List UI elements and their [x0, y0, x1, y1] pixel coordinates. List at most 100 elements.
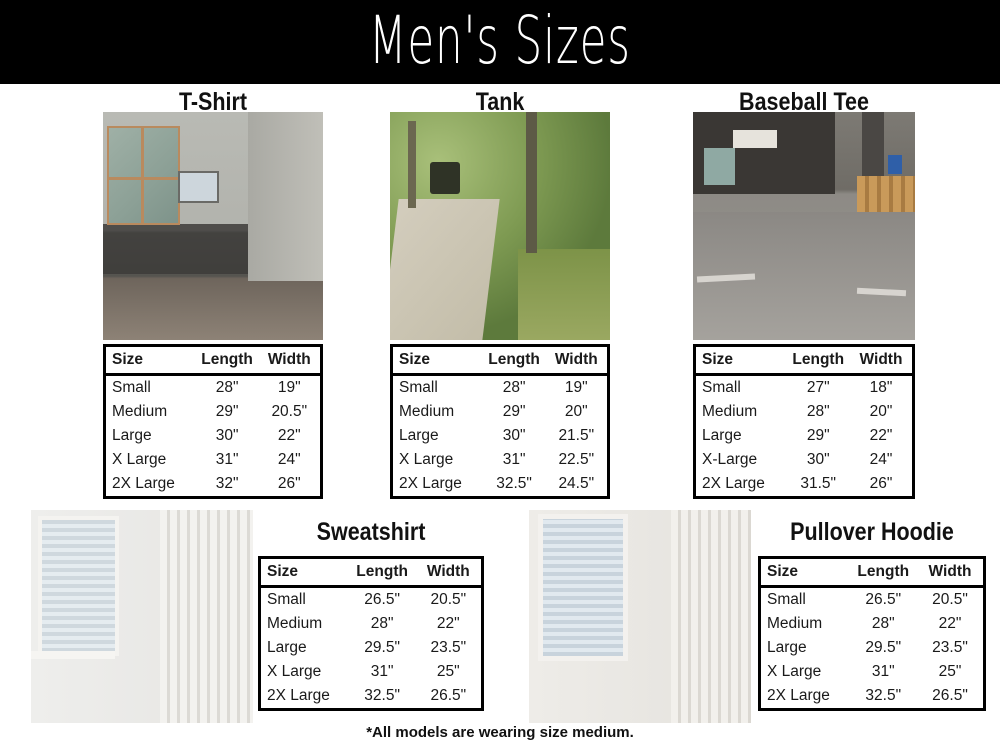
- table-row: Medium 28" 22": [760, 612, 985, 636]
- cell-size: 2X Large: [702, 475, 765, 492]
- cell-length: 31": [871, 663, 895, 680]
- column-header-length: Length: [786, 345, 850, 376]
- photo-dark-shape: [429, 162, 461, 195]
- cell-length: 26.5": [865, 591, 902, 608]
- cell-length: 31.5": [800, 475, 837, 492]
- size-table-baseball-tee: Size Length Width Small 27" 18" Medium 2…: [693, 344, 915, 499]
- cell-length: 28": [215, 379, 239, 396]
- column-header-size: Size: [259, 557, 349, 588]
- table-row: Medium 29" 20": [392, 400, 609, 424]
- product-photo-sweatshirt: [31, 510, 253, 723]
- cell-size: 2X Large: [112, 475, 175, 492]
- table-row: X Large 31" 25": [760, 660, 985, 684]
- table-header-row: Size Length Width: [759, 557, 985, 588]
- table-header-row: Size Length Width: [104, 345, 322, 376]
- table-row: X Large 31" 25": [260, 660, 483, 684]
- cell-size: Large: [267, 639, 307, 656]
- column-header-size: Size: [694, 345, 787, 376]
- cell-width: 26.5": [932, 687, 968, 704]
- product-card-tank: Tank: [390, 88, 610, 117]
- cell-width: 22": [277, 427, 301, 444]
- table-row: Large 29.5" 23.5": [760, 636, 985, 660]
- cell-size: 2X Large: [767, 687, 830, 704]
- cell-width: 24": [869, 451, 893, 468]
- cell-length: 29": [806, 427, 830, 444]
- table-header-row: Size Length Width: [694, 345, 914, 376]
- product-photo-baseball-tee: [693, 112, 915, 340]
- cell-width: 21.5": [558, 427, 595, 444]
- cell-width: 20.5": [932, 591, 968, 608]
- cell-length: 31": [502, 451, 526, 468]
- cell-length: 28": [502, 379, 526, 396]
- product-card-t-shirt: T-Shirt: [103, 88, 323, 117]
- cell-size: X Large: [267, 663, 322, 680]
- size-table-wrapper-pullover-hoodie: Size Length Width Small 26.5" 20.5" Medi…: [758, 556, 986, 711]
- size-table-wrapper-tank: Size Length Width Small 28" 19" Medium 2…: [390, 344, 610, 499]
- column-header-width: Width: [917, 557, 985, 588]
- photo-crates: [857, 175, 915, 217]
- column-header-width: Width: [415, 557, 483, 588]
- photo-window-sill: [31, 650, 116, 660]
- cell-width: 19": [277, 379, 301, 396]
- table-row: Large 30" 21.5": [392, 424, 609, 448]
- cell-width: 25": [436, 663, 460, 680]
- cell-length: 28": [871, 615, 895, 632]
- table-row: X Large 31" 24": [105, 448, 322, 472]
- table-row: Small 28" 19": [392, 375, 609, 401]
- cell-size: X Large: [399, 451, 454, 468]
- photo-right-wall: [248, 112, 323, 281]
- table-row: 2X Large 32.5" 26.5": [260, 684, 483, 710]
- cell-length: 28": [806, 403, 830, 420]
- column-header-width: Width: [258, 345, 322, 376]
- page-header-banner: Men's Sizes: [0, 0, 1000, 84]
- table-row: Medium 28" 20": [695, 400, 914, 424]
- product-title-sweatshirt: Sweatshirt: [316, 518, 426, 546]
- cell-size: Large: [399, 427, 439, 444]
- column-header-width: Width: [545, 345, 609, 376]
- cell-width: 26.5": [430, 687, 467, 704]
- table-row: Small 26.5" 20.5": [260, 587, 483, 613]
- cell-length: 30": [215, 427, 239, 444]
- cell-length: 27": [806, 379, 830, 396]
- size-table-pullover-hoodie: Size Length Width Small 26.5" 20.5" Medi…: [758, 556, 986, 711]
- size-table-wrapper-sweatshirt: Size Length Width Small 26.5" 20.5" Medi…: [258, 556, 484, 711]
- column-header-width: Width: [849, 345, 914, 376]
- cell-size: Large: [112, 427, 152, 444]
- product-title-baseball-tee: Baseball Tee: [739, 88, 869, 116]
- size-table-sweatshirt: Size Length Width Small 26.5" 20.5" Medi…: [258, 556, 484, 711]
- cell-size: Medium: [702, 403, 758, 420]
- cell-size: X Large: [767, 663, 822, 680]
- product-card-baseball-tee: Baseball Tee: [693, 88, 915, 117]
- cell-length: 28": [370, 615, 394, 632]
- column-header-length: Length: [195, 345, 259, 376]
- cell-size: Small: [702, 379, 741, 396]
- photo-wall-panel: [107, 125, 180, 226]
- photo-tree-trunk: [407, 121, 417, 208]
- cell-width: 24": [277, 451, 301, 468]
- cell-length: 32": [215, 475, 239, 492]
- page-title: Men's Sizes: [369, 3, 631, 80]
- photo-teal-door: [704, 148, 736, 185]
- cell-length: 29.5": [865, 639, 902, 656]
- table-row: Medium 29" 20.5": [105, 400, 322, 424]
- column-header-size: Size: [759, 557, 850, 588]
- cell-width: 19": [564, 379, 588, 396]
- table-row: Large 29" 22": [695, 424, 914, 448]
- size-table-wrapper-t-shirt: Size Length Width Small 28" 19" Medium 2…: [103, 344, 323, 499]
- cell-length: 30": [806, 451, 830, 468]
- photo-blue-sign: [888, 155, 902, 174]
- table-row: Small 28" 19": [105, 375, 322, 401]
- cell-size: Medium: [767, 615, 823, 632]
- table-row: X Large 31" 22.5": [392, 448, 609, 472]
- cell-size: Small: [112, 379, 151, 396]
- table-header-row: Size Length Width: [259, 557, 483, 588]
- table-header-row: Size Length Width: [391, 345, 609, 376]
- photo-grass: [517, 248, 610, 340]
- cell-width: 20": [869, 403, 893, 420]
- cell-length: 30": [502, 427, 526, 444]
- cell-length: 32.5": [364, 687, 400, 704]
- cell-width: 22": [869, 427, 893, 444]
- column-header-size: Size: [104, 345, 196, 376]
- photo-building-sign: [732, 130, 778, 149]
- footer-note: *All models are wearing size medium.: [366, 724, 634, 741]
